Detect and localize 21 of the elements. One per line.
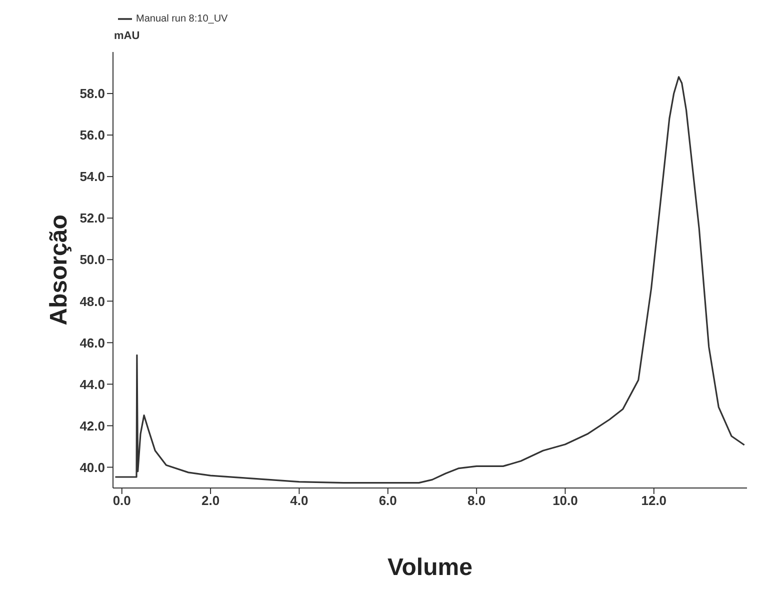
- x-tick-label: 6.0: [378, 493, 397, 508]
- x-axis-title: Volume: [388, 554, 472, 582]
- x-tick-label: 0.0: [112, 493, 131, 508]
- y-tick-label: 48.0: [80, 294, 105, 309]
- x-tick-label: 8.0: [468, 493, 486, 508]
- y-tick-label: 52.0: [80, 210, 105, 226]
- y-tick-label: 58.0: [80, 86, 105, 102]
- text: mAU: [114, 30, 140, 42]
- x-tick-label: 2.0: [202, 493, 220, 508]
- x-tick-label: 12.0: [641, 493, 667, 508]
- y-tick-label: 50.0: [80, 252, 105, 268]
- y-tick-label: 42.0: [80, 418, 105, 434]
- y-axis-title: Absorção: [46, 214, 73, 326]
- y-tick-label: 40.0: [80, 460, 105, 475]
- y-tick-label: 56.0: [80, 128, 105, 143]
- y-tick-label: 44.0: [80, 376, 105, 392]
- y-tick-label: 54.0: [80, 169, 105, 184]
- y-tick-label: 46.0: [80, 335, 105, 350]
- legend-label: Manual run 8:10_UV: [136, 14, 228, 25]
- x-tick-label: 10.0: [552, 493, 578, 508]
- x-tick-label: 4.0: [290, 493, 308, 508]
